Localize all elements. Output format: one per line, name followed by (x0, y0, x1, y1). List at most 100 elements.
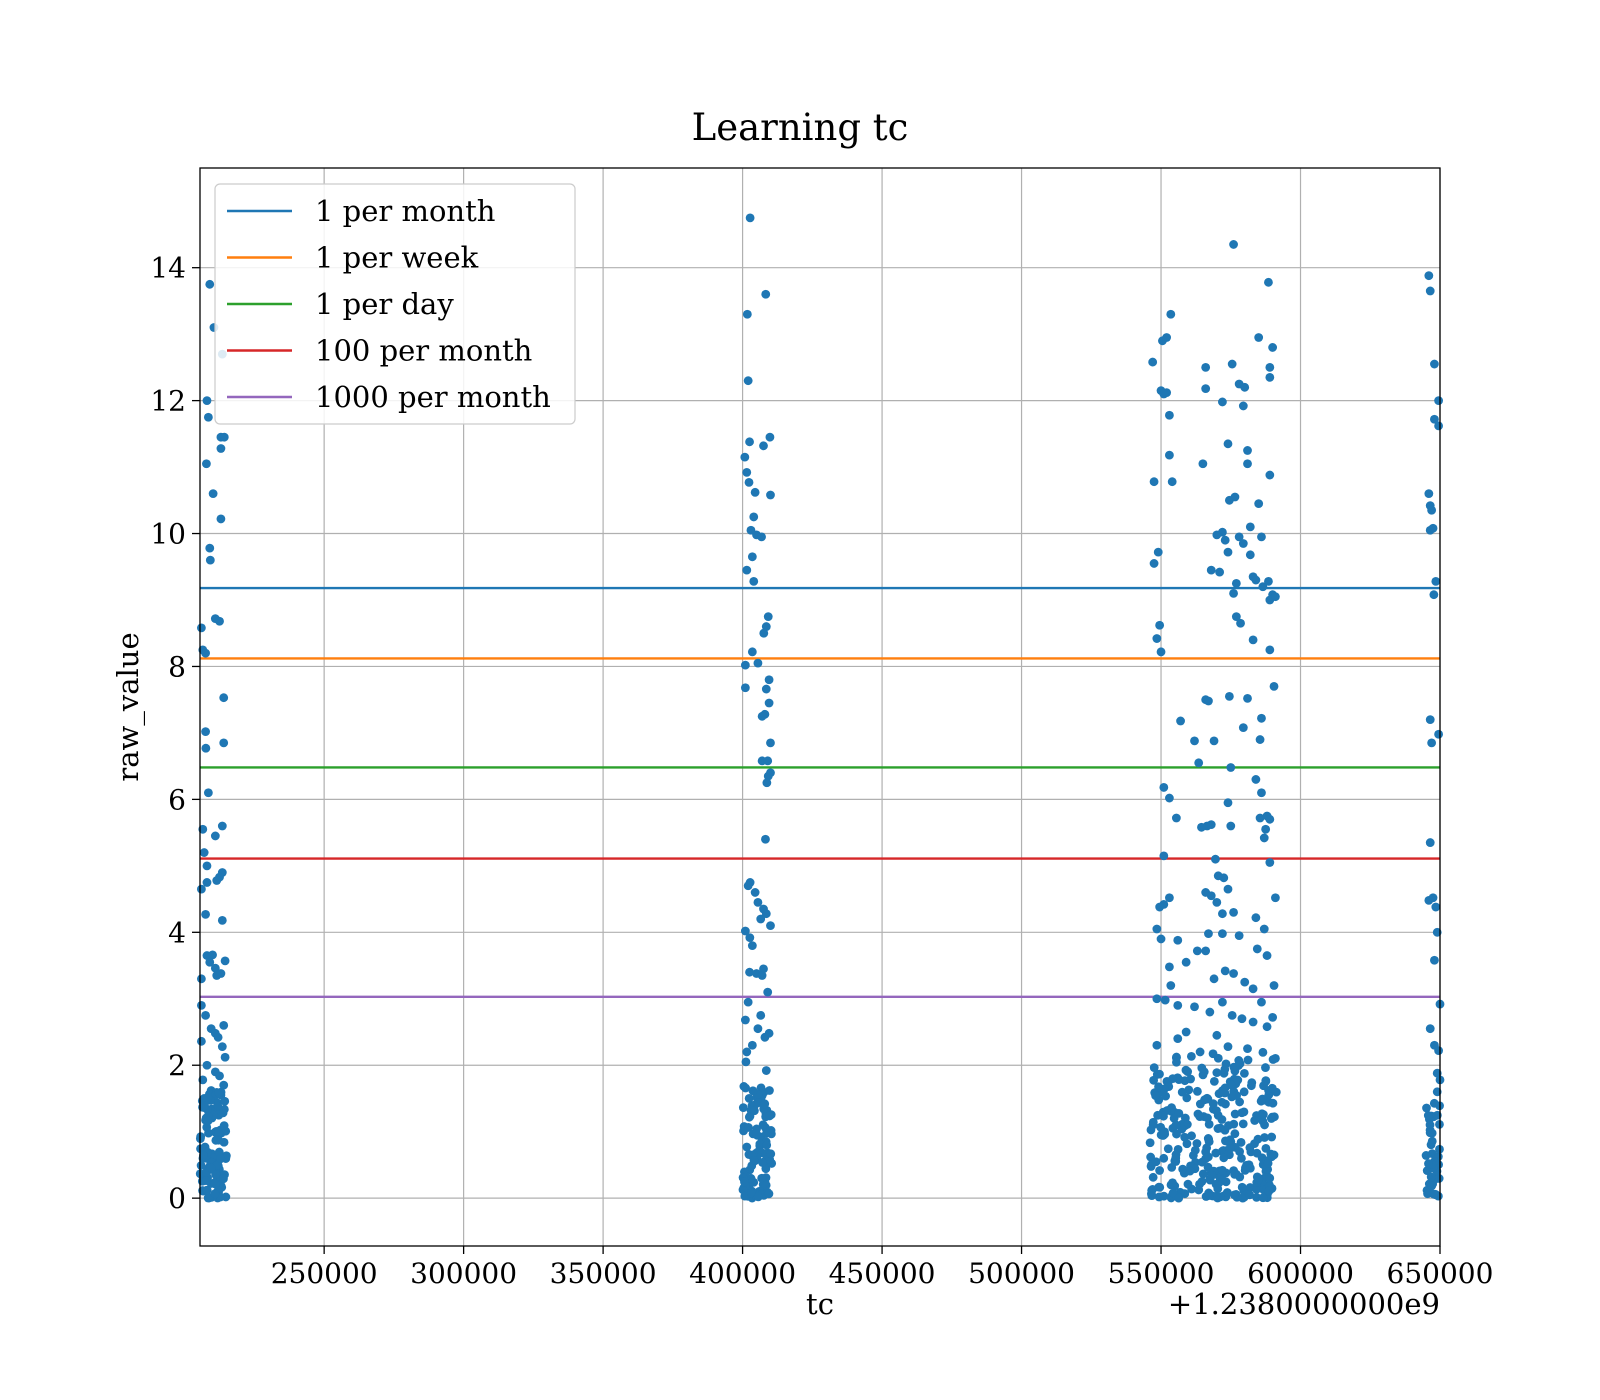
scatter-point (763, 771, 773, 781)
scatter-point (764, 1189, 774, 1199)
legend-label: 1 per day (315, 287, 454, 321)
scatter-point (743, 376, 753, 386)
threshold-lines (200, 586, 1440, 998)
scatter-point (1427, 738, 1437, 748)
scatter-point (1248, 984, 1258, 994)
scatter-point (1248, 635, 1258, 645)
scatter-point (757, 971, 767, 980)
scatter-point (1429, 590, 1439, 600)
scatter-point (1259, 833, 1269, 843)
scatter-point (761, 684, 771, 694)
scatter-point (213, 1101, 223, 1111)
scatter-point (1243, 1055, 1253, 1065)
scatter-point (1219, 1153, 1229, 1163)
scatter-point (1264, 277, 1273, 287)
scatter-point (217, 821, 227, 831)
scatter-point (1252, 1148, 1262, 1158)
scatter-point (1217, 1175, 1227, 1185)
scatter-point (1151, 1157, 1161, 1167)
x-tick-label: 250000 (271, 1257, 378, 1290)
scatter-point (1434, 1046, 1444, 1056)
scatter-point (1268, 1012, 1278, 1022)
scatter-point (1424, 489, 1434, 499)
scatter-point (202, 396, 212, 406)
legend-label: 1 per week (315, 241, 479, 275)
scatter-point (753, 897, 763, 907)
scatter-point (1165, 962, 1174, 972)
scatter-point (1148, 1117, 1158, 1127)
scatter-point (1197, 1063, 1207, 1073)
scatter-point (1165, 410, 1174, 420)
scatter-point (1180, 1132, 1190, 1142)
scatter-point (199, 1151, 208, 1161)
scatter-point (1240, 977, 1250, 987)
scatter-point (1159, 851, 1169, 861)
scatter-point (753, 1024, 763, 1034)
scatter-point (1153, 547, 1163, 557)
scatter-point (220, 956, 230, 966)
scatter-point (745, 933, 755, 943)
scatter-point (1422, 1103, 1431, 1113)
scatter-point (1423, 1111, 1433, 1120)
scatter-point (219, 1080, 229, 1090)
scatter-point (1226, 821, 1236, 831)
scatter-point (1224, 691, 1234, 701)
y-tick-label: 10 (150, 518, 186, 551)
scatter-point (1209, 736, 1219, 746)
scatter-point (1178, 1164, 1188, 1174)
scatter-point (765, 1086, 774, 1095)
scatter-point (1229, 969, 1238, 978)
scatter-point (1234, 532, 1244, 542)
scatter-point (1238, 401, 1248, 411)
scatter-point (211, 1135, 221, 1145)
x-tick-label: 650000 (1387, 1257, 1494, 1290)
scatter-point (1240, 382, 1250, 392)
legend-label: 100 per month (315, 334, 532, 368)
scatter-point (1424, 271, 1434, 281)
scatter-point (753, 1192, 763, 1202)
scatter-point (216, 1154, 226, 1164)
scatter-point (1204, 929, 1213, 939)
y-tick-label: 12 (150, 385, 186, 418)
scatter-point (759, 964, 768, 974)
scatter-point (1148, 357, 1158, 367)
scatter-point (763, 756, 773, 766)
scatter-point (1257, 713, 1266, 723)
scatter-point (220, 1052, 230, 1062)
scatter-point (1166, 981, 1176, 990)
scatter-point (766, 1149, 776, 1159)
scatter-point (1258, 1047, 1268, 1057)
scatter-point (1187, 1131, 1196, 1141)
scatter-point (743, 881, 753, 891)
scatter-point (1217, 1097, 1227, 1107)
scatter-point (1426, 1172, 1436, 1182)
scatter-point (1431, 576, 1441, 586)
scatter-point (747, 552, 757, 562)
scatter-point (1425, 1128, 1435, 1138)
scatter-point (1204, 1188, 1214, 1198)
scatter-point (214, 1128, 223, 1138)
scatter-point (740, 683, 750, 693)
scatter-point (755, 1139, 765, 1149)
scatter-point (202, 878, 212, 887)
scatter-point (1238, 1119, 1248, 1129)
scatter-point (1238, 539, 1248, 548)
scatter-point (1197, 1177, 1207, 1186)
scatter-point (1171, 1153, 1181, 1163)
scatter-point (1267, 1083, 1277, 1093)
scatter-point (1152, 924, 1162, 934)
scatter-point (196, 1132, 206, 1142)
scatter-point (1430, 414, 1439, 424)
legend-box (214, 183, 576, 425)
scatter-point (203, 788, 213, 798)
scatter-point (1227, 359, 1237, 369)
scatter-point (1213, 1053, 1223, 1063)
scatter-point (219, 693, 229, 703)
scatter-point (744, 1093, 754, 1103)
scatter-point (1206, 565, 1216, 575)
x-tick-label: 600000 (1247, 1257, 1354, 1290)
scatter-point (1265, 1173, 1275, 1183)
scatter-point (1225, 1143, 1235, 1153)
scatter-point (201, 648, 210, 658)
scatter-point (1234, 931, 1244, 941)
